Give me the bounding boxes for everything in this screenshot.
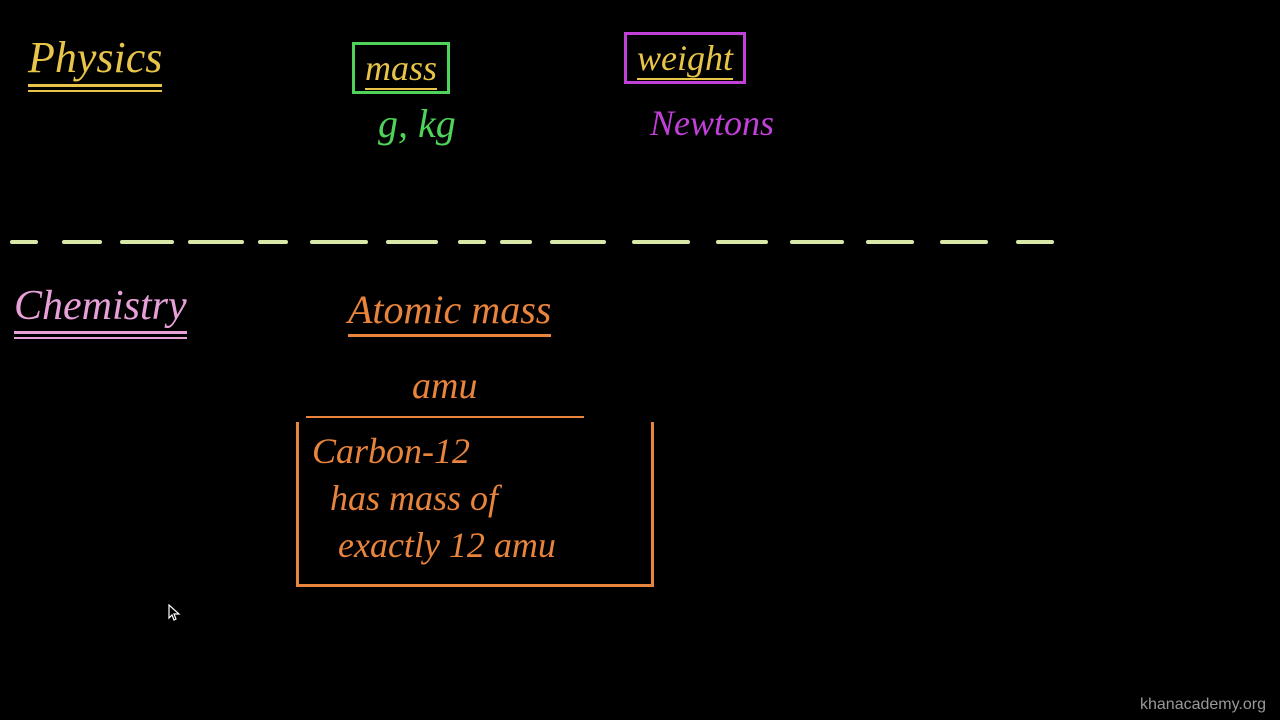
watermark: khanacademy.org [1140,696,1266,714]
divider-dash [940,240,988,244]
divider-dash [716,240,768,244]
physics-title-text: Physics [28,33,162,87]
carbon-line1: Carbon-12 [312,428,652,475]
divider-dash [866,240,914,244]
divider-dash [10,240,38,244]
carbon-text: Carbon-12 has mass of exactly 12 amu [312,428,652,568]
divider-dash [386,240,438,244]
divider-dash [458,240,486,244]
atomic-mass-label: Atomic mass [348,286,551,333]
divider-dash [188,240,244,244]
divider-dash [790,240,844,244]
divider-dash [310,240,368,244]
divider-dash [550,240,606,244]
divider-dash [500,240,532,244]
weight-units: Newtons [650,102,774,144]
mass-box: mass [352,42,450,94]
divider-dash [120,240,174,244]
divider-dash [258,240,288,244]
chemistry-title-text: Chemistry [14,283,187,334]
chemistry-title: Chemistry [14,282,187,330]
carbon-line3: exactly 12 amu [312,522,652,569]
weight-label: weight [637,38,733,80]
carbon-line2: has mass of [312,475,652,522]
mass-units: g, kg [378,100,456,147]
divider-dash [632,240,690,244]
weight-box: weight [624,32,746,84]
amu-underline [306,416,584,418]
physics-title: Physics [28,32,162,83]
mass-label: mass [365,48,437,90]
amu-label: amu [412,364,477,408]
divider-dash [1016,240,1054,244]
cursor-icon [168,604,182,622]
divider-dash [62,240,102,244]
atomic-mass-text: Atomic mass [348,287,551,337]
